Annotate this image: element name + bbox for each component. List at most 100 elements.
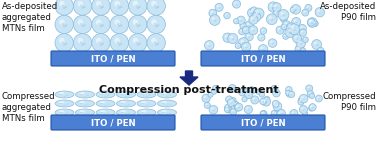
Circle shape: [292, 24, 294, 27]
Circle shape: [293, 7, 296, 10]
Ellipse shape: [141, 94, 144, 95]
Circle shape: [215, 3, 223, 11]
Circle shape: [65, 43, 67, 45]
Circle shape: [315, 44, 316, 45]
Circle shape: [291, 4, 301, 14]
Circle shape: [137, 7, 139, 9]
Circle shape: [235, 105, 236, 106]
Circle shape: [296, 9, 297, 10]
Circle shape: [298, 99, 304, 105]
Circle shape: [315, 23, 316, 24]
Circle shape: [246, 23, 249, 26]
Circle shape: [237, 16, 245, 24]
Ellipse shape: [80, 112, 82, 113]
Circle shape: [282, 25, 284, 27]
Circle shape: [206, 104, 208, 105]
Circle shape: [244, 43, 245, 44]
Circle shape: [292, 94, 293, 95]
Circle shape: [275, 11, 277, 13]
Circle shape: [245, 29, 246, 30]
Circle shape: [233, 101, 239, 108]
Circle shape: [212, 90, 214, 92]
Circle shape: [259, 44, 268, 54]
Circle shape: [59, 38, 65, 43]
Circle shape: [282, 21, 291, 30]
Circle shape: [138, 24, 141, 26]
Circle shape: [249, 15, 258, 24]
Ellipse shape: [55, 91, 74, 98]
Circle shape: [295, 45, 304, 54]
Circle shape: [114, 38, 120, 43]
Circle shape: [291, 28, 292, 29]
Circle shape: [311, 22, 312, 23]
Circle shape: [266, 102, 267, 103]
Circle shape: [289, 94, 290, 95]
Circle shape: [215, 88, 216, 89]
Ellipse shape: [121, 112, 123, 113]
Circle shape: [307, 18, 315, 26]
Ellipse shape: [87, 113, 89, 114]
Circle shape: [133, 38, 138, 43]
Circle shape: [99, 23, 101, 25]
Circle shape: [294, 29, 296, 30]
Circle shape: [303, 51, 304, 52]
Circle shape: [228, 38, 229, 39]
Circle shape: [286, 36, 287, 37]
Circle shape: [299, 29, 307, 36]
Circle shape: [241, 31, 242, 32]
Circle shape: [298, 97, 305, 104]
Circle shape: [242, 24, 243, 26]
Circle shape: [233, 88, 234, 89]
Ellipse shape: [137, 100, 156, 107]
Circle shape: [296, 22, 297, 23]
Circle shape: [296, 39, 297, 40]
Circle shape: [301, 96, 304, 99]
Circle shape: [278, 9, 289, 20]
Circle shape: [233, 101, 234, 102]
Circle shape: [231, 88, 232, 89]
Circle shape: [62, 23, 64, 25]
Circle shape: [263, 50, 264, 51]
Circle shape: [294, 8, 296, 10]
Circle shape: [313, 22, 315, 24]
Circle shape: [312, 108, 313, 109]
Circle shape: [154, 41, 156, 44]
Ellipse shape: [125, 96, 127, 97]
Ellipse shape: [121, 103, 123, 104]
Circle shape: [276, 26, 284, 34]
Ellipse shape: [121, 94, 123, 95]
Circle shape: [129, 15, 147, 34]
Circle shape: [230, 102, 231, 103]
Circle shape: [117, 23, 119, 25]
Circle shape: [242, 25, 243, 26]
Circle shape: [292, 111, 294, 114]
Ellipse shape: [59, 101, 65, 103]
Circle shape: [311, 105, 313, 107]
Circle shape: [276, 93, 277, 94]
Circle shape: [308, 8, 309, 9]
Circle shape: [275, 113, 276, 114]
Ellipse shape: [59, 110, 65, 112]
Ellipse shape: [100, 101, 105, 103]
Circle shape: [63, 7, 65, 9]
Circle shape: [92, 15, 110, 34]
Ellipse shape: [80, 103, 82, 104]
Circle shape: [252, 13, 253, 14]
Circle shape: [288, 91, 295, 98]
Circle shape: [290, 22, 299, 31]
Circle shape: [223, 33, 232, 42]
Circle shape: [308, 105, 314, 111]
Circle shape: [157, 24, 159, 26]
Ellipse shape: [169, 95, 171, 96]
Circle shape: [118, 7, 121, 9]
Circle shape: [290, 93, 292, 95]
Circle shape: [226, 96, 233, 103]
Circle shape: [240, 90, 243, 92]
Circle shape: [254, 100, 255, 101]
FancyBboxPatch shape: [201, 51, 325, 66]
Circle shape: [234, 103, 236, 105]
Circle shape: [147, 0, 166, 15]
Circle shape: [235, 20, 236, 21]
Ellipse shape: [107, 95, 110, 96]
Circle shape: [243, 26, 244, 27]
